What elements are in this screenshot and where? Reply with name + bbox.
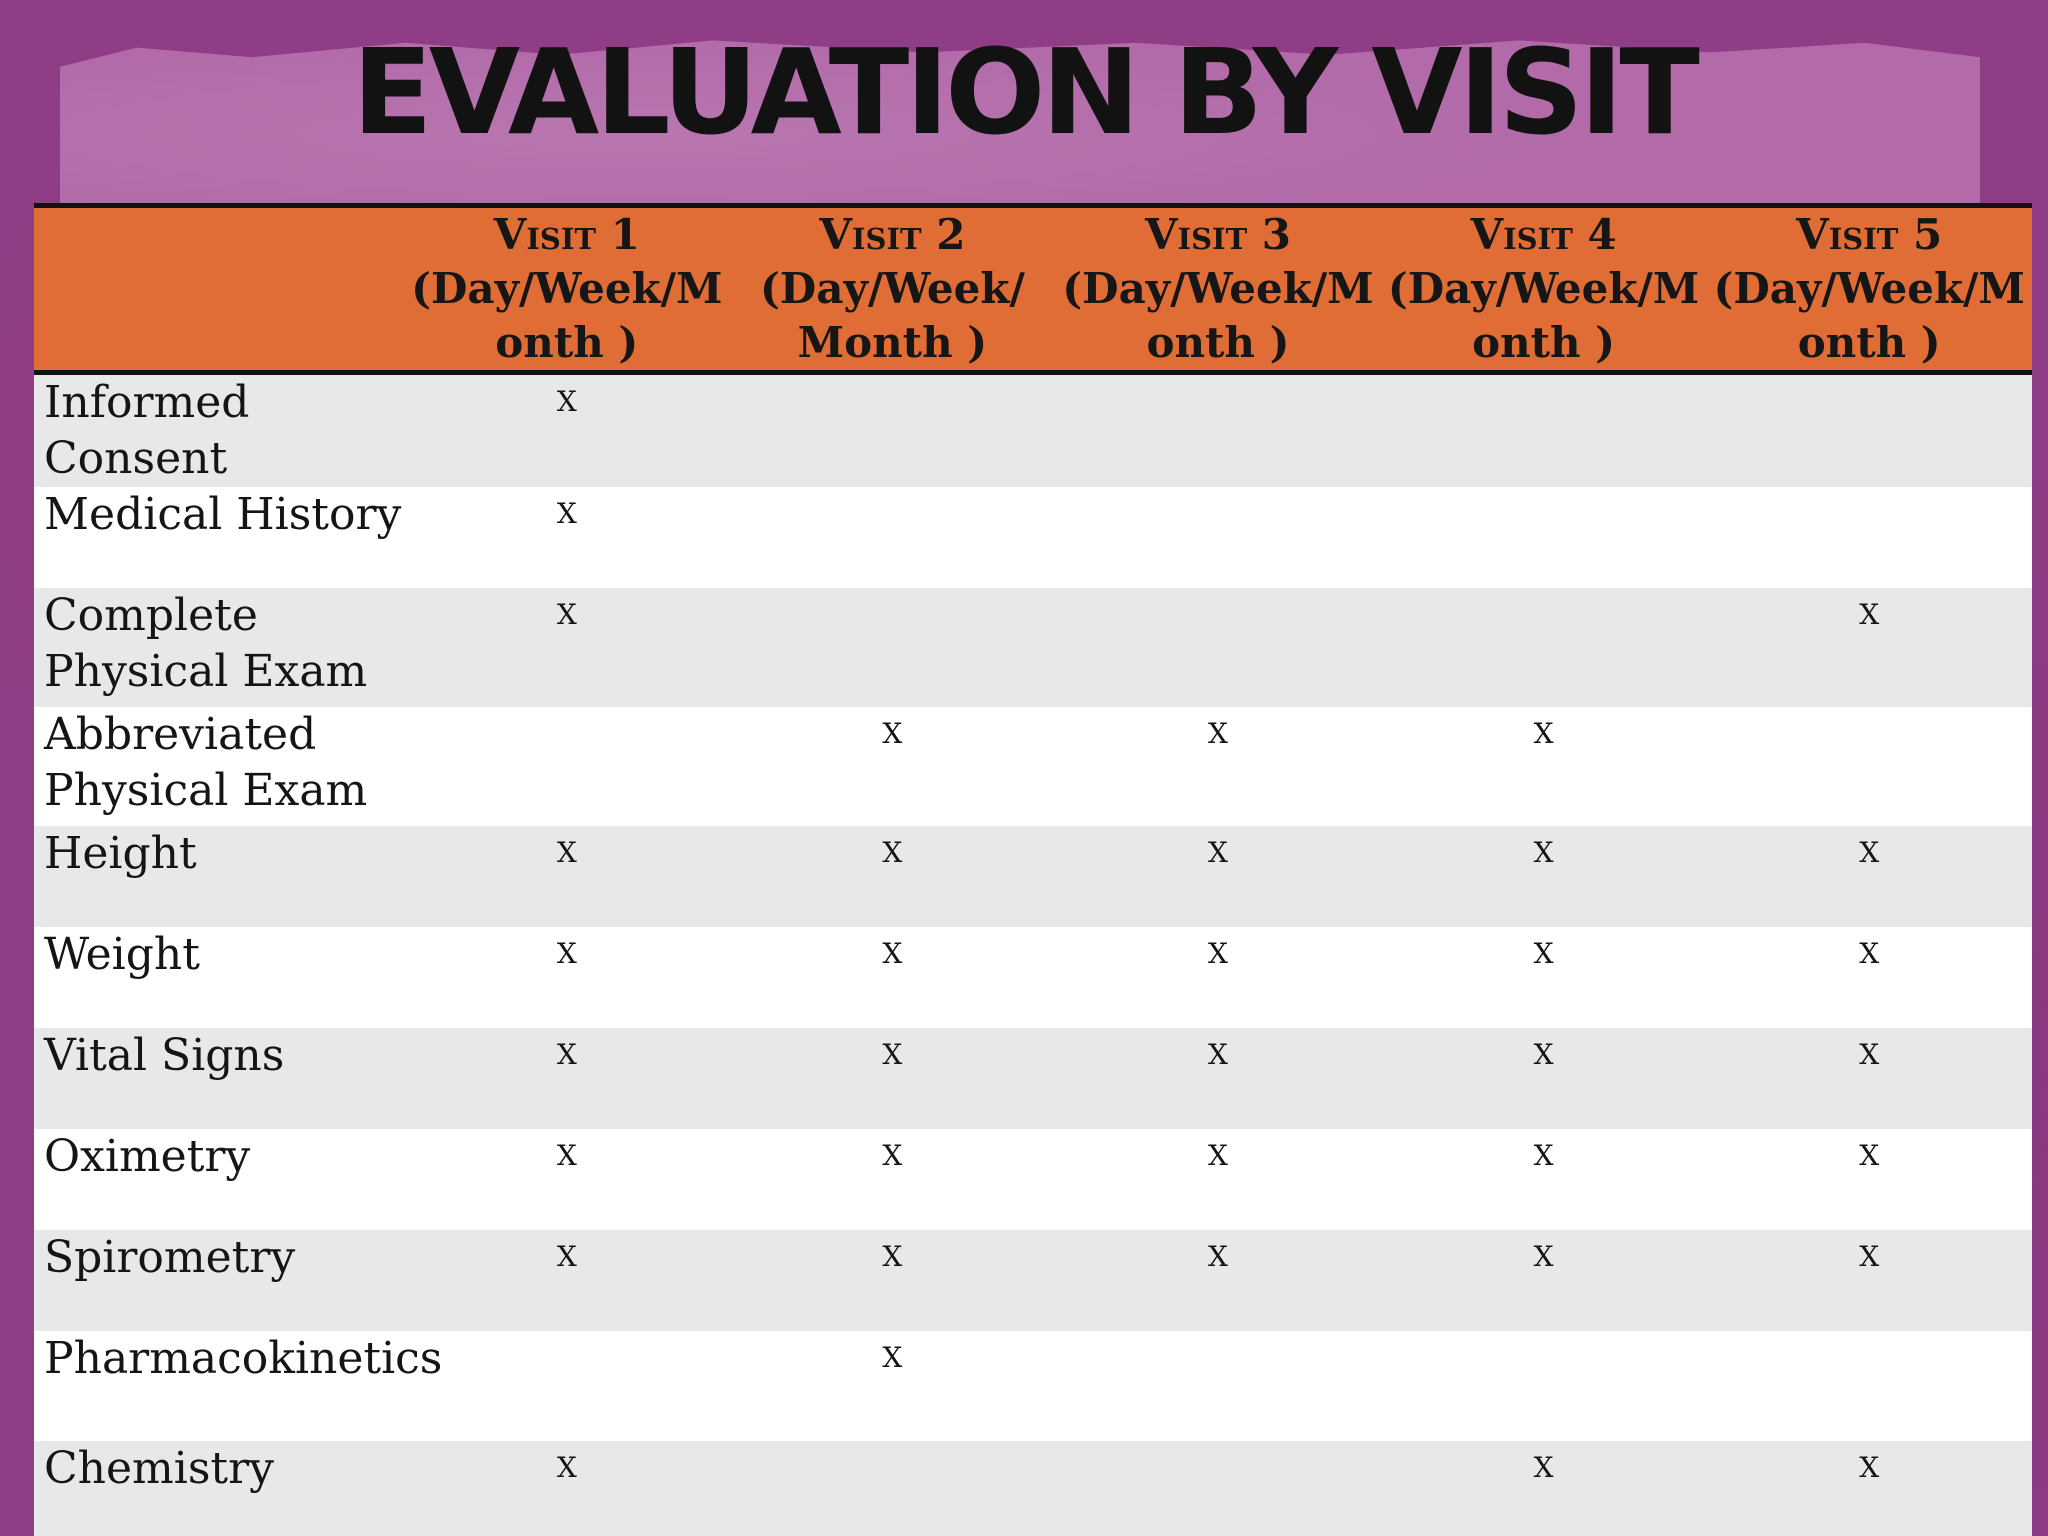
visit-mark: X [1859, 598, 1880, 631]
visit-mark [730, 588, 1056, 707]
visit-mark [1706, 487, 2032, 588]
evaluation-table: Visit 1 (Day/Week/M onth ) Visit 2 (Day/… [34, 203, 2032, 1536]
visit-subtitle: (Day/Week/M onth ) [1387, 264, 1700, 367]
visit-subtitle: (Day/Week/ Month ) [759, 264, 1025, 367]
table-row: Medical History X [34, 487, 2032, 588]
visit-mark: X [1533, 1451, 1554, 1484]
visit-mark [1055, 487, 1381, 588]
visit-mark: X [1859, 937, 1880, 970]
table-row: Pharmacokinetics X [34, 1331, 2032, 1441]
column-header-visit-3: Visit 3 (Day/Week/M onth ) [1055, 206, 1381, 373]
visit-mark: X [1533, 836, 1554, 869]
table-header-row: Visit 1 (Day/Week/M onth ) Visit 2 (Day/… [34, 205, 2032, 373]
visit-mark [1055, 1441, 1381, 1536]
visit-mark [1381, 373, 1707, 488]
visit-mark: X [556, 1240, 577, 1273]
visit-title: Visit 1 [493, 210, 640, 259]
visit-mark [1055, 373, 1381, 488]
visit-mark [1381, 487, 1707, 588]
column-header-visit-4: Visit 4 (Day/Week/M onth ) [1381, 206, 1707, 373]
visit-mark: X [556, 1451, 577, 1484]
column-header-visit-2: Visit 2 (Day/Week/ Month ) [730, 206, 1056, 373]
visit-mark: X [882, 836, 903, 869]
visit-title: Visit 2 [819, 210, 966, 259]
visit-mark: X [1208, 1240, 1228, 1273]
header-empty-cell [34, 206, 404, 373]
table-row: Informed Consent X [34, 372, 2032, 488]
visit-mark: X [1208, 1139, 1228, 1172]
visit-mark: X [556, 385, 577, 418]
visit-mark: X [882, 1240, 903, 1273]
visit-mark: X [1533, 1240, 1554, 1273]
visit-mark: X [556, 836, 577, 869]
table-row: Vital Signs X X X X X [34, 1028, 2032, 1129]
visit-mark: X [1208, 1038, 1228, 1071]
visit-mark: X [556, 937, 577, 970]
table-row: Complete Physical Exam X X [34, 588, 2032, 707]
visit-mark: X [556, 1139, 577, 1172]
column-header-visit-1: Visit 1 (Day/Week/M onth ) [404, 206, 730, 373]
visit-mark: X [1208, 836, 1228, 869]
visit-title: Visit 5 [1796, 210, 1943, 259]
table-row: Spirometry X X X X X [34, 1230, 2032, 1331]
row-label: Abbreviated Physical Exam [44, 709, 368, 816]
visit-mark [404, 1331, 730, 1441]
table-row: Chemistry X X X [34, 1441, 2032, 1536]
visit-mark: X [882, 1341, 903, 1374]
visit-mark [730, 487, 1056, 588]
visit-subtitle: (Day/Week/M onth ) [1062, 264, 1374, 367]
visit-mark: X [1533, 937, 1554, 970]
visit-mark: X [1859, 836, 1880, 869]
row-label: Vital Signs [44, 1030, 285, 1081]
visit-mark: X [1208, 717, 1228, 750]
visit-mark: X [1208, 937, 1228, 970]
row-label: Complete Physical Exam [44, 590, 368, 697]
visit-mark [1381, 588, 1707, 707]
table-row: Weight X X X X X [34, 927, 2032, 1028]
visit-mark: X [1533, 717, 1554, 750]
visit-mark: X [882, 717, 903, 750]
visit-mark [730, 373, 1056, 488]
visit-mark [1055, 1331, 1381, 1441]
visit-mark: X [882, 1139, 903, 1172]
visit-mark: X [1859, 1038, 1880, 1071]
row-label: Weight [44, 929, 200, 980]
visit-mark [404, 707, 730, 826]
title-paper-strip [60, 40, 1980, 278]
visit-mark: X [1859, 1451, 1880, 1484]
visit-mark [730, 1441, 1056, 1536]
row-label: Medical History [44, 489, 402, 540]
visit-mark: X [556, 598, 577, 631]
visit-mark [1706, 373, 2032, 488]
row-label: Pharmacokinetics [44, 1333, 443, 1384]
evaluation-table-container: Visit 1 (Day/Week/M onth ) Visit 2 (Day/… [34, 203, 2032, 1536]
visit-subtitle: (Day/Week/M onth ) [411, 264, 723, 367]
table-body: Informed Consent X Medical History X Com… [34, 372, 2032, 1536]
visit-mark: X [882, 1038, 903, 1071]
visit-title: Visit 3 [1144, 210, 1292, 259]
row-label: Height [44, 828, 197, 879]
visit-mark [1055, 588, 1381, 707]
visit-mark [1381, 1331, 1707, 1441]
visit-mark: X [1533, 1038, 1554, 1071]
row-label: Informed Consent [44, 377, 250, 484]
row-label: Spirometry [44, 1232, 296, 1283]
visit-subtitle: (Day/Week/M onth ) [1713, 264, 2025, 367]
table-row: Oximetry X X X X X [34, 1129, 2032, 1230]
table-row: Abbreviated Physical Exam X X X [34, 707, 2032, 826]
table-row: Height X X X X X [34, 826, 2032, 927]
row-label: Chemistry [44, 1443, 274, 1494]
visit-mark: X [1859, 1240, 1880, 1273]
column-header-visit-5: Visit 5 (Day/Week/M onth ) [1706, 206, 2032, 373]
visit-mark: X [556, 1038, 577, 1071]
visit-title: Visit 4 [1470, 210, 1617, 259]
visit-mark: X [1533, 1139, 1554, 1172]
row-label: Oximetry [44, 1131, 251, 1182]
visit-mark: X [882, 937, 903, 970]
visit-mark: X [1859, 1139, 1880, 1172]
slide-title: EVALUATION BY VISIT [352, 23, 1700, 161]
visit-mark: X [556, 497, 577, 530]
visit-mark [1706, 707, 2032, 826]
visit-mark [1706, 1331, 2032, 1441]
